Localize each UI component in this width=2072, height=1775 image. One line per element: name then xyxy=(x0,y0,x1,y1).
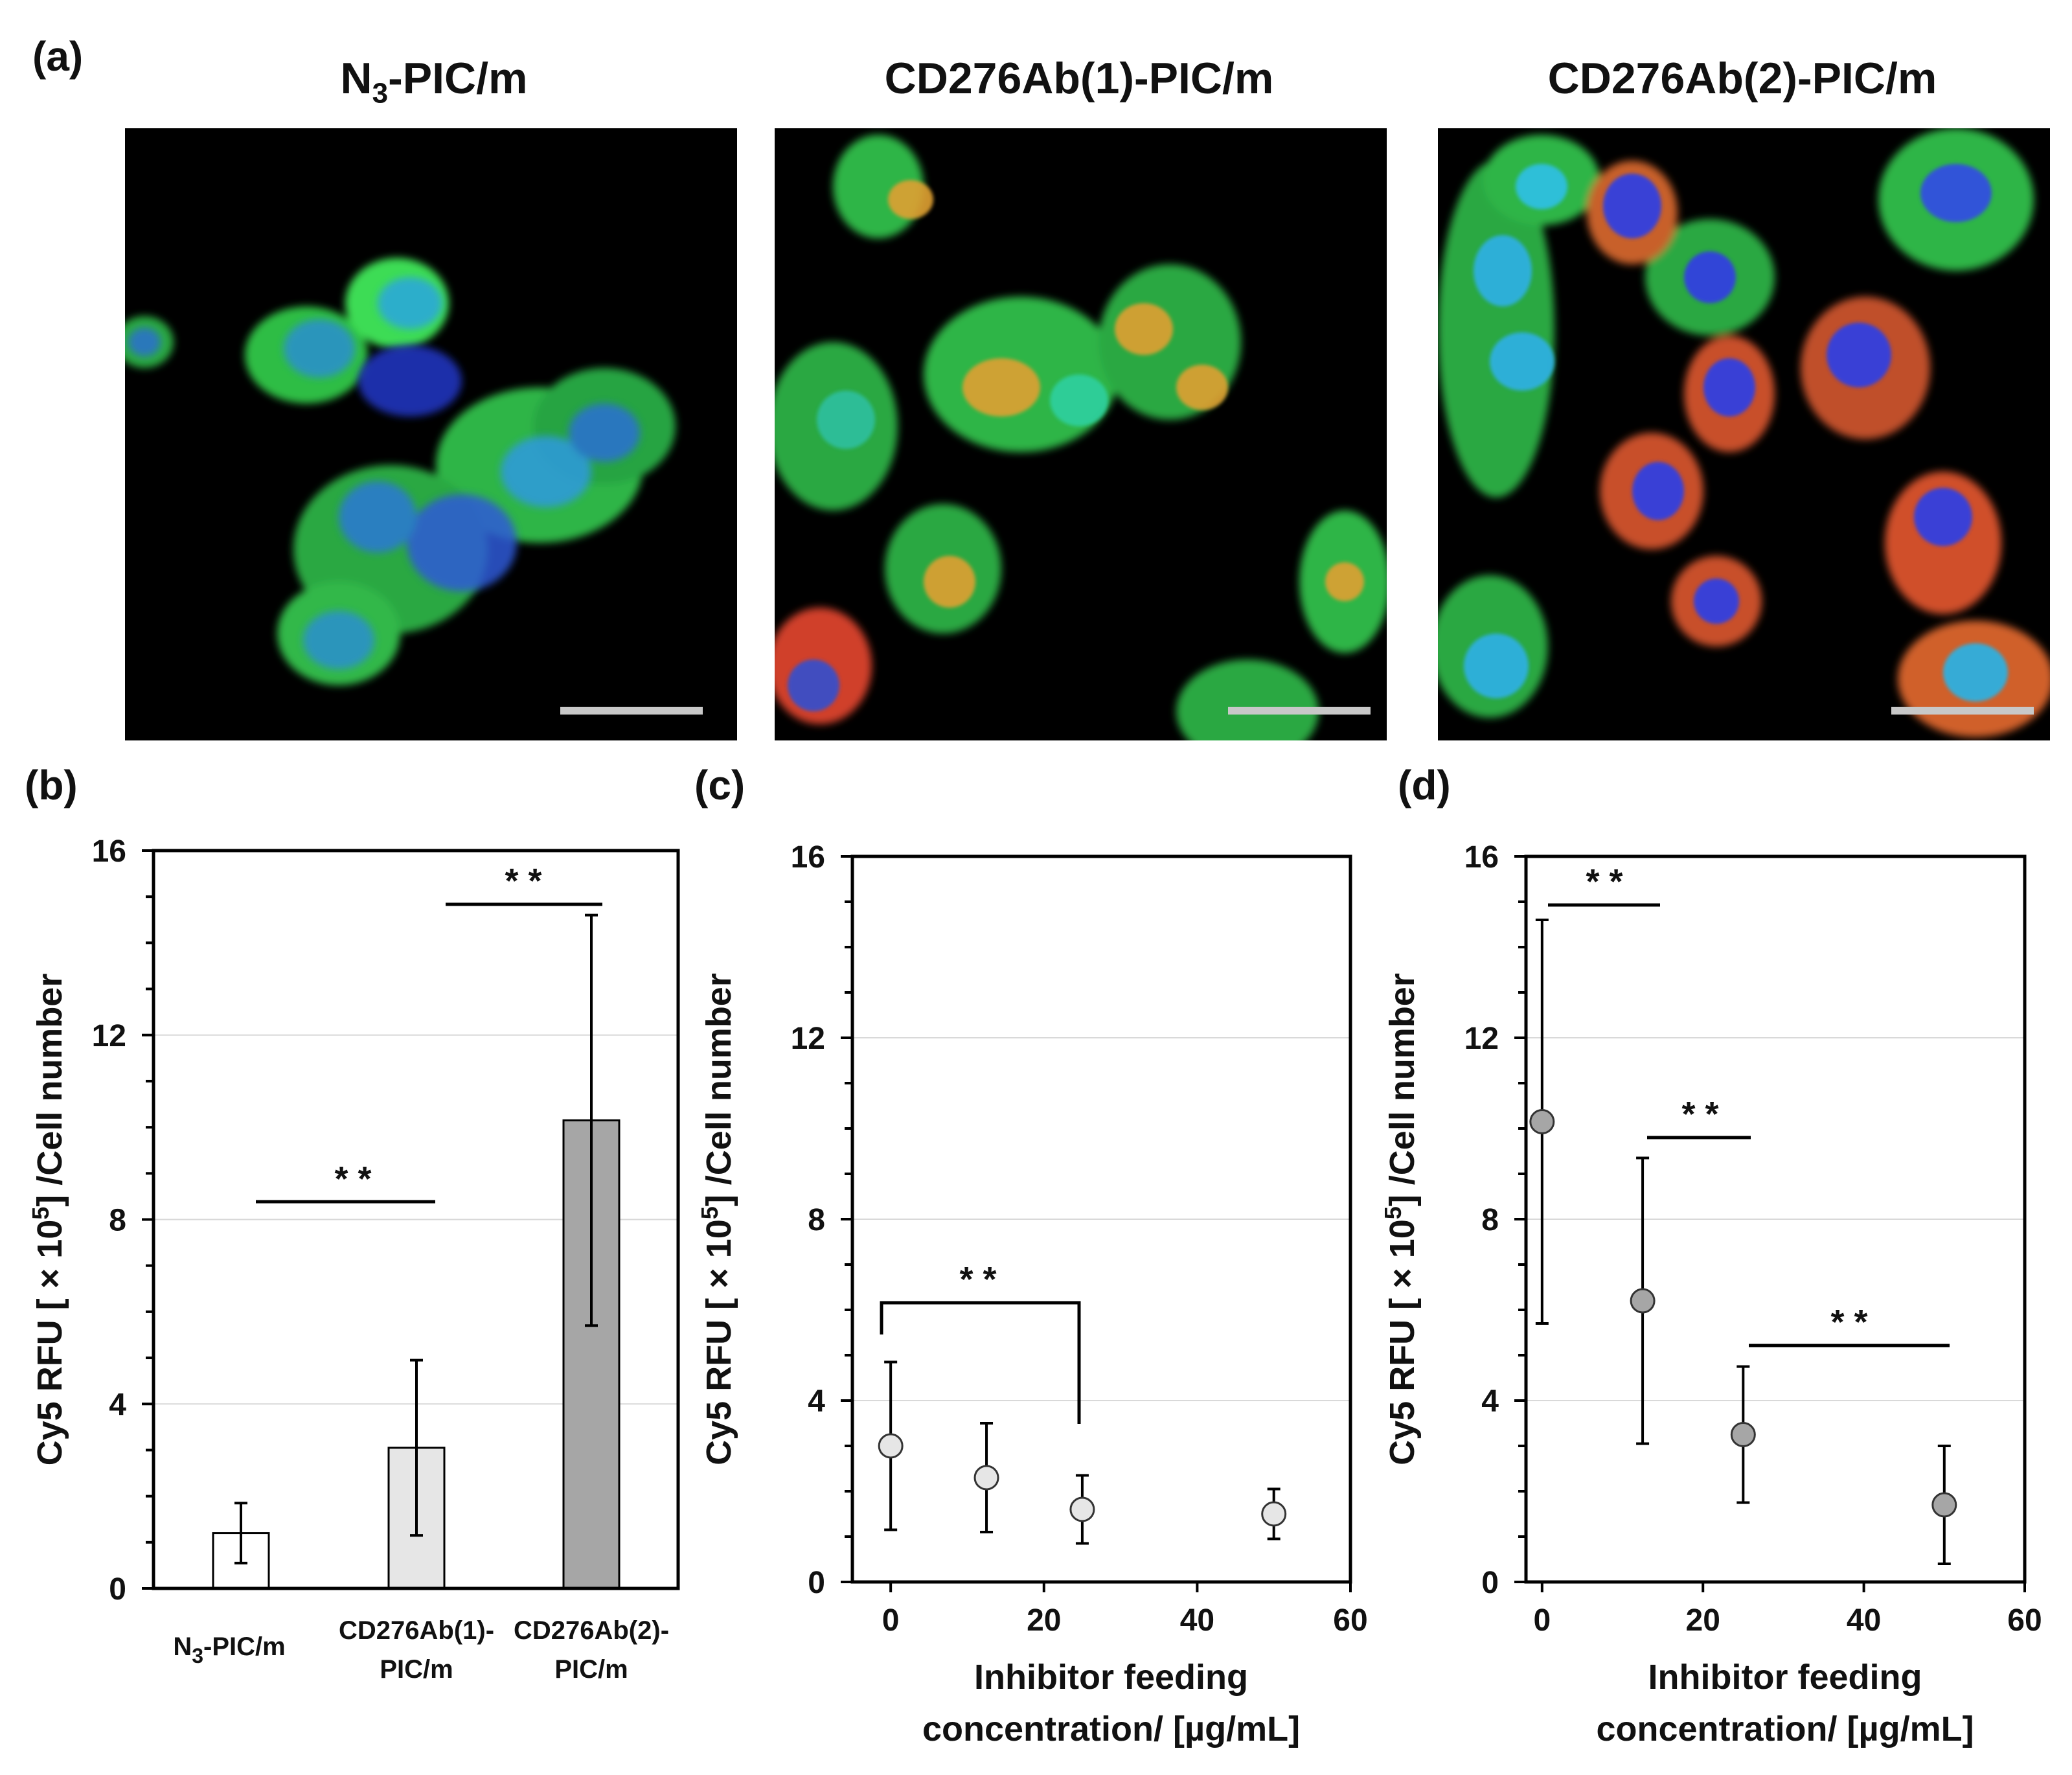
x-tick-label: 0 xyxy=(1533,1603,1551,1638)
y-axis-title: Cy5 RFU [ × 105] /Cell number xyxy=(696,973,738,1465)
significance-label: * * xyxy=(1681,1095,1718,1134)
x-category-label: PIC/m xyxy=(554,1655,628,1684)
data-point xyxy=(973,1465,999,1491)
y-tick-label: 12 xyxy=(92,1019,126,1053)
y-tick-label: 0 xyxy=(1481,1566,1499,1600)
microscopy-n3-svg xyxy=(125,258,703,715)
significance-label: * * xyxy=(1830,1303,1867,1342)
y-tick-label: 8 xyxy=(808,1203,825,1237)
x-axis-title: Inhibitor feeding xyxy=(1648,1658,1922,1697)
plot-frame xyxy=(152,849,680,1590)
y-tick-label: 12 xyxy=(1464,1022,1499,1056)
panel-label-b: (b) xyxy=(25,762,78,808)
scale-bar xyxy=(560,707,703,715)
y-tick-label: 4 xyxy=(1481,1384,1499,1419)
x-category-label: CD276Ab(1)- xyxy=(339,1616,494,1645)
microscopy-cd276ab1-svg xyxy=(775,135,1387,740)
x-category-label: CD276Ab(2)- xyxy=(514,1616,669,1645)
significance-label: * * xyxy=(1586,862,1622,901)
y-tick-label: 16 xyxy=(1464,840,1499,875)
y-tick-label: 16 xyxy=(92,834,126,869)
data-point xyxy=(1069,1496,1095,1522)
y-tick-label: 0 xyxy=(109,1572,126,1607)
y-tick-label: 8 xyxy=(109,1204,126,1238)
y-tick-label: 8 xyxy=(1481,1203,1499,1237)
image-title-main: CD276Ab(1)-PIC/m xyxy=(884,54,1274,103)
significance-label: * * xyxy=(959,1260,996,1299)
y-tick-label: 12 xyxy=(791,1022,825,1056)
plot-frame xyxy=(1524,854,2027,1584)
chart-b: 0 4 8 12 16 Cy5 RFU [ × 105] /Cell number N3-P… xyxy=(27,834,680,1684)
image-title-rest: -PIC/m xyxy=(388,54,528,103)
microscopy-image-n3 xyxy=(125,128,737,740)
y-tick-label: 16 xyxy=(791,840,825,875)
image-title-sub: 3 xyxy=(372,77,389,109)
significance-label: * * xyxy=(334,1160,371,1198)
image-title-cd276ab2: CD276Ab(2)-PIC/m xyxy=(1438,53,2047,104)
panel-label-a: (a) xyxy=(32,33,84,80)
plot-frame xyxy=(850,854,1352,1584)
x-tick-label: 20 xyxy=(1027,1603,1061,1638)
x-axis-title: Inhibitor feeding xyxy=(974,1658,1248,1697)
significance-bracket xyxy=(880,1301,1081,1424)
data-point xyxy=(1931,1492,1957,1518)
data-point xyxy=(878,1433,904,1459)
y-tick-label: 4 xyxy=(808,1384,825,1419)
x-tick-label: 20 xyxy=(1686,1603,1720,1638)
microscopy-image-cd276ab1 xyxy=(775,128,1387,740)
x-tick-label: 60 xyxy=(2007,1603,2042,1638)
x-tick-label: 60 xyxy=(1333,1603,1367,1638)
chart-c: 0 4 8 12 16 Cy5 RFU [ × 105] /Cell number 0 20 4… xyxy=(696,840,1368,1748)
x-tick-label: 0 xyxy=(882,1603,900,1638)
data-point xyxy=(1529,1109,1555,1134)
data-point xyxy=(1730,1422,1756,1447)
microscopy-image-cd276ab2 xyxy=(1438,128,2050,740)
significance-label: * * xyxy=(505,862,541,900)
image-title-cd276ab1: CD276Ab(1)-PIC/m xyxy=(775,53,1383,104)
chart-d: 0 4 8 12 16 Cy5 RFU [ × 105] /Cell number 0 20 4… xyxy=(1380,840,2042,1748)
panel-label-d: (d) xyxy=(1398,762,1451,808)
data-point xyxy=(1630,1288,1656,1314)
x-category-label: N3-PIC/m xyxy=(173,1632,285,1667)
y-tick-label: 4 xyxy=(109,1388,126,1422)
microscopy-cd276ab2-svg xyxy=(1438,128,2050,737)
y-axis-title: Cy5 RFU [ × 105] /Cell number xyxy=(1380,973,1422,1465)
x-tick-label: 40 xyxy=(1180,1603,1214,1638)
y-tick-label: 0 xyxy=(808,1566,825,1600)
image-title-main: CD276Ab(2)-PIC/m xyxy=(1547,54,1937,103)
image-title-n3: N3-PIC/m xyxy=(130,53,738,110)
x-tick-label: 40 xyxy=(1847,1603,1881,1638)
x-axis-title: concentration/ [µg/mL] xyxy=(1596,1710,1974,1748)
x-axis-title: concentration/ [µg/mL] xyxy=(922,1710,1300,1748)
x-category-label: PIC/m xyxy=(380,1655,453,1684)
data-point xyxy=(1261,1501,1287,1527)
scale-bar xyxy=(1228,707,1371,715)
y-axis-title: Cy5 RFU [ × 105] /Cell number xyxy=(27,974,69,1466)
scale-bar xyxy=(1891,707,2034,715)
image-title-main: N xyxy=(340,54,372,103)
panel-label-c: (c) xyxy=(694,762,746,808)
